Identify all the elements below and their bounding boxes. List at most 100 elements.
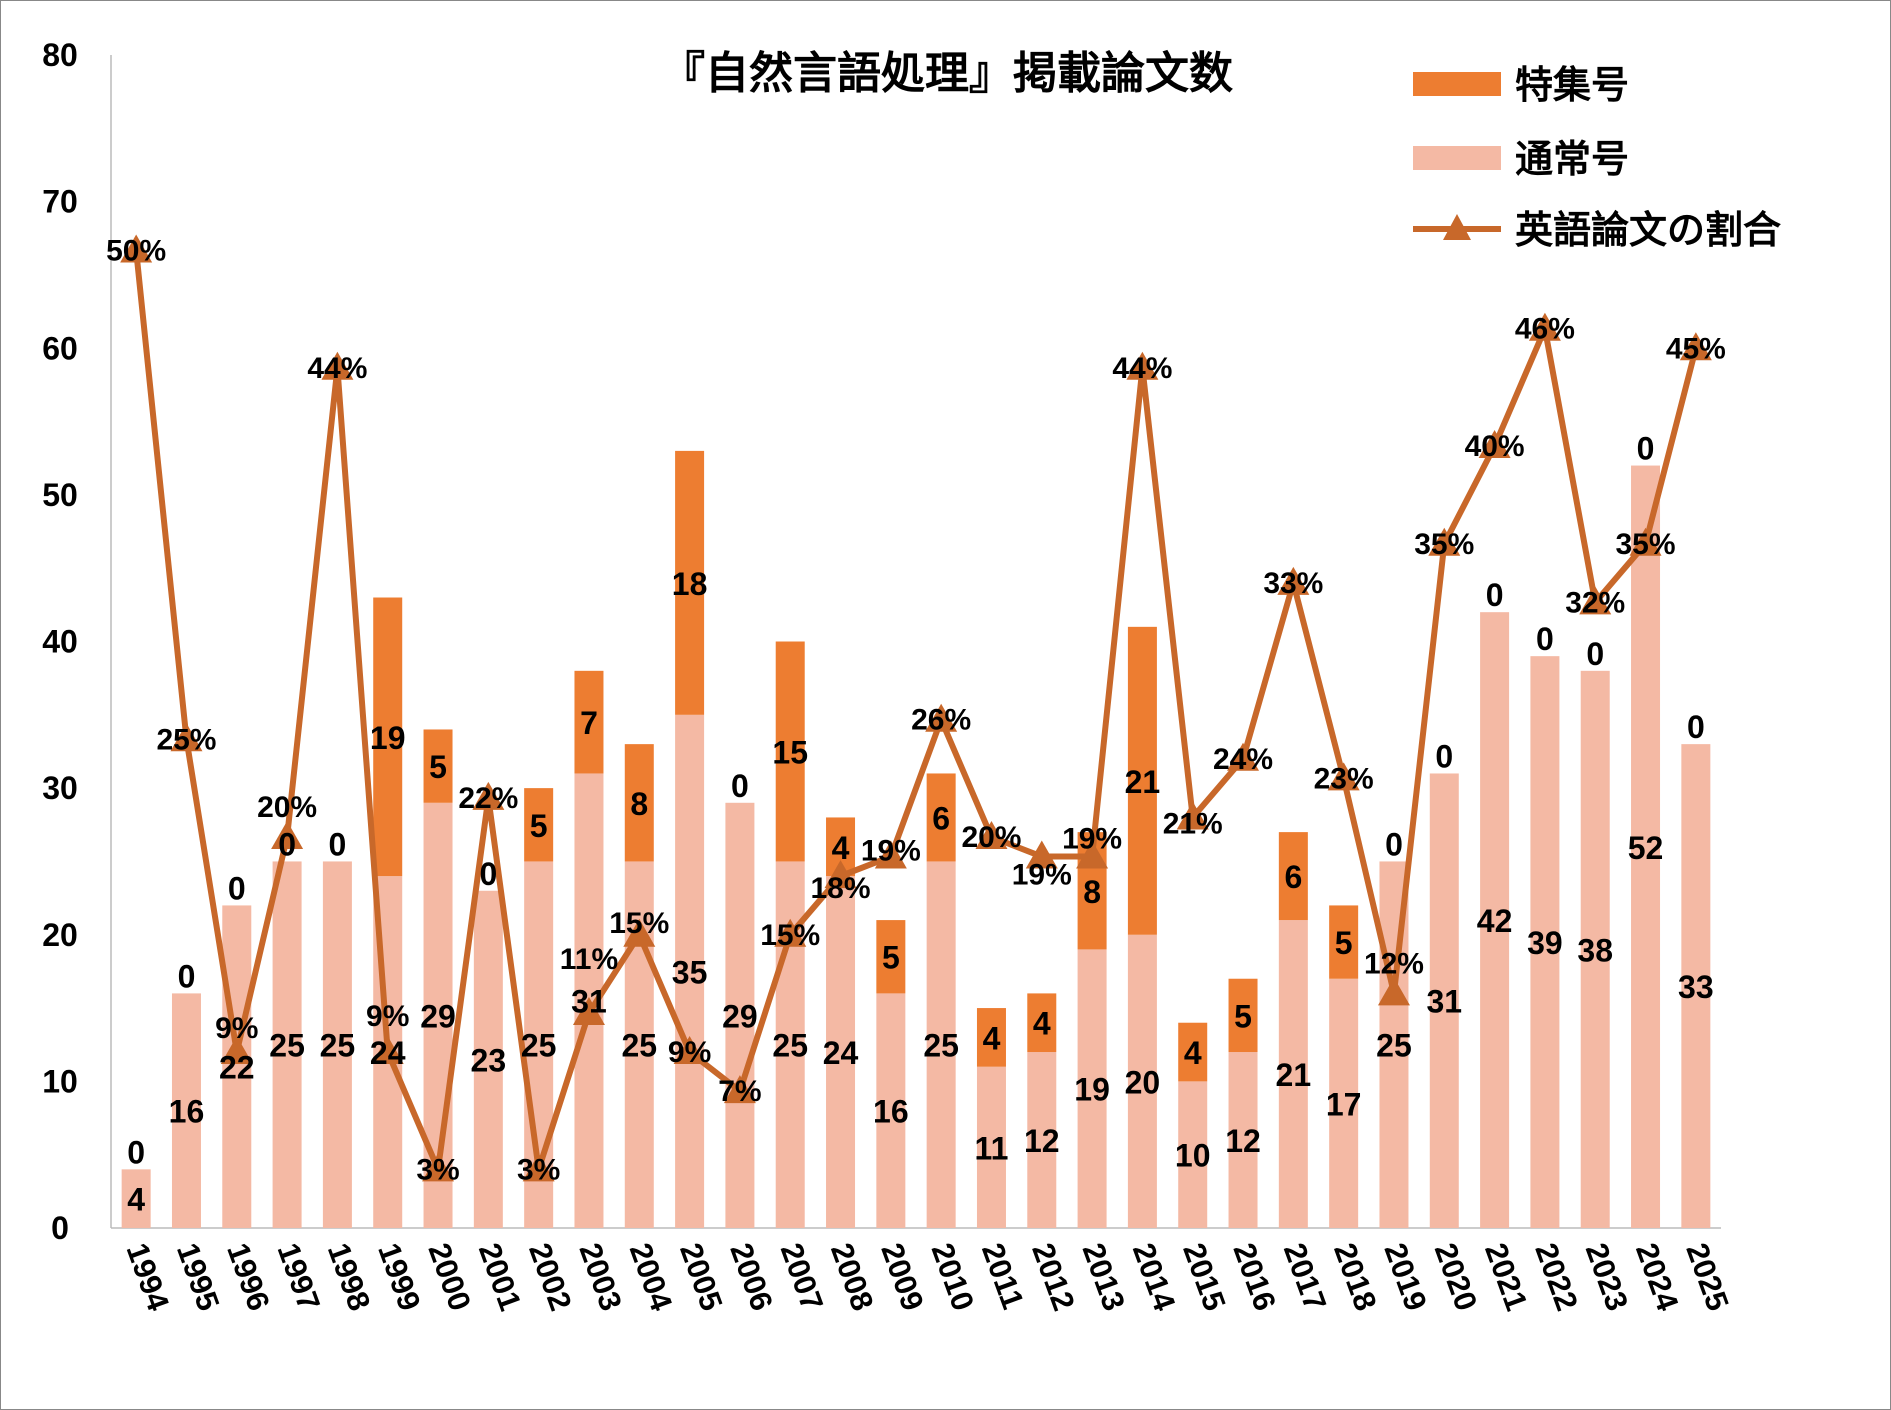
- chart-title: 『自然言語処理』掲載論文数: [661, 49, 1233, 98]
- legend-marker-ratio: [1443, 214, 1471, 240]
- bar-special: [976, 1008, 1006, 1067]
- data-label-regular: 52: [1628, 830, 1664, 866]
- data-label-special: 0: [178, 958, 196, 994]
- data-label-ratio: 9%: [668, 1036, 711, 1069]
- marker-ratio: [1227, 742, 1260, 771]
- data-label-ratio: 40%: [1465, 430, 1525, 463]
- bar-regular: [1278, 920, 1308, 1228]
- bar-regular: [1228, 1052, 1258, 1228]
- legend-swatch-regular: [1413, 146, 1501, 170]
- data-label-ratio: 44%: [307, 352, 367, 385]
- x-tick-label: 2017: [1277, 1238, 1333, 1315]
- bar-special: [423, 729, 453, 803]
- bar-regular: [876, 993, 906, 1228]
- marker-ratio: [925, 703, 958, 732]
- data-label-regular: 31: [1426, 984, 1462, 1020]
- data-label-regular: 24: [823, 1035, 859, 1071]
- data-label-regular: 33: [1678, 969, 1714, 1005]
- marker-ratio: [774, 918, 807, 947]
- x-tick-label: 2023: [1579, 1238, 1635, 1315]
- bar-regular: [1329, 978, 1359, 1228]
- data-label-special: 5: [882, 940, 900, 976]
- data-label-ratio: 26%: [911, 704, 971, 737]
- data-label-regular: 39: [1527, 925, 1563, 961]
- data-label-ratio: 46%: [1515, 313, 1575, 346]
- bar-regular: [1530, 656, 1560, 1228]
- bar-regular: [171, 993, 201, 1228]
- data-label-special: 4: [983, 1020, 1001, 1056]
- data-label-ratio: 50%: [106, 235, 166, 268]
- bar-regular: [1429, 773, 1459, 1228]
- x-tick-label: 2009: [874, 1238, 930, 1315]
- data-label-regular: 25: [772, 1028, 808, 1064]
- data-label-regular: 19: [1074, 1072, 1110, 1108]
- data-label-regular: 21: [1276, 1057, 1312, 1093]
- bar-special: [1027, 993, 1057, 1053]
- data-label-regular: 11: [975, 1130, 1009, 1166]
- marker-ratio: [623, 918, 656, 947]
- bar-regular: [272, 861, 302, 1228]
- x-tick-label: 2018: [1327, 1238, 1383, 1315]
- bar-regular: [976, 1066, 1006, 1228]
- x-tick-label: 2005: [673, 1238, 729, 1315]
- marker-ratio: [371, 1036, 404, 1065]
- y-tick-label: 20: [42, 917, 78, 953]
- data-label-regular: 38: [1577, 932, 1613, 968]
- data-label-ratio: 35%: [1414, 528, 1474, 561]
- y-tick-label: 30: [42, 770, 78, 806]
- bar-special: [876, 920, 906, 994]
- legend: 特集号 通常号 英語論文の割合: [1413, 65, 1781, 252]
- x-tick-label: 1995: [170, 1238, 226, 1315]
- marker-ratio: [1277, 566, 1310, 595]
- data-label-ratio: 9%: [215, 1012, 258, 1045]
- marker-ratio: [422, 1153, 455, 1182]
- bar-special: [1127, 626, 1157, 935]
- data-label-special: 8: [630, 786, 648, 822]
- x-tick-label: 2011: [975, 1238, 1031, 1313]
- data-label-special: 5: [1234, 998, 1252, 1034]
- data-label-special: 18: [672, 566, 708, 602]
- bar-regular: [1480, 612, 1510, 1228]
- bar-special: [1178, 1022, 1208, 1082]
- x-tick-label: 2024: [1629, 1238, 1686, 1315]
- legend-label-special: 特集号: [1515, 65, 1629, 107]
- data-label-ratio: 20%: [257, 791, 317, 824]
- data-label-regular: 25: [320, 1028, 356, 1064]
- bar-regular: [1027, 1052, 1057, 1228]
- data-label-regular: 35: [672, 954, 708, 990]
- y-tick-label: 60: [42, 330, 78, 366]
- data-label-ratio: 7%: [718, 1075, 761, 1108]
- bar-special: [926, 773, 956, 862]
- x-tick-label: 1998: [321, 1238, 377, 1315]
- marker-ratio: [673, 1036, 706, 1065]
- bar-regular: [1178, 1081, 1208, 1228]
- data-label-ratio: 3%: [416, 1153, 459, 1186]
- marker-ratio: [1679, 332, 1712, 361]
- data-label-regular: 12: [1225, 1123, 1261, 1159]
- data-label-ratio: 24%: [1213, 743, 1273, 776]
- data-label-special: 7: [580, 705, 598, 741]
- marker-ratio: [1579, 586, 1612, 615]
- data-label-regular: 17: [1326, 1086, 1362, 1122]
- x-tick-label: 2021: [1478, 1238, 1534, 1315]
- y-tick-label: 10: [42, 1063, 78, 1099]
- data-label-ratio: 3%: [517, 1153, 560, 1186]
- data-label-special: 8: [1083, 874, 1101, 910]
- data-label-special: 6: [932, 800, 950, 836]
- data-label-regular: 29: [722, 998, 758, 1034]
- bar-regular: [1580, 670, 1610, 1228]
- y-tick-label: 70: [42, 184, 78, 220]
- bar-special: [574, 670, 604, 774]
- data-label-regular: 12: [1024, 1123, 1060, 1159]
- bar-regular: [926, 861, 956, 1228]
- bar-regular: [1681, 744, 1711, 1228]
- data-label-special: 4: [832, 830, 850, 866]
- marker-ratio: [1528, 312, 1561, 341]
- marker-ratio: [522, 1153, 555, 1182]
- marker-ratio: [1327, 762, 1360, 791]
- data-label-regular: 22: [219, 1050, 255, 1086]
- data-label-special: 0: [1687, 709, 1705, 745]
- bar-special: [524, 788, 554, 862]
- data-label-regular: 42: [1477, 903, 1513, 939]
